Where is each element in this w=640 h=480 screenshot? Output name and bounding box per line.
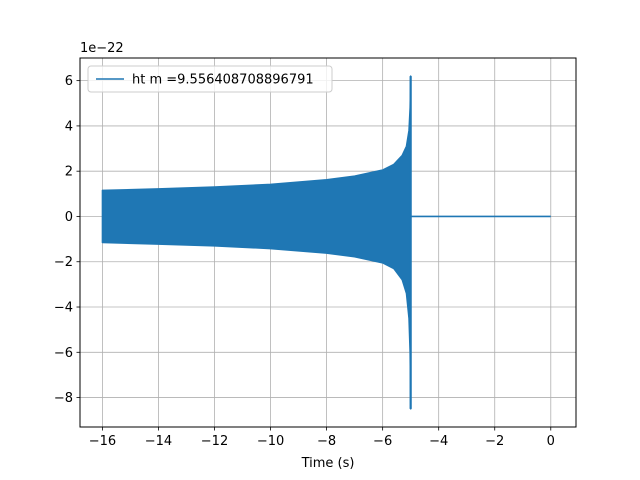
- x-tick-label: 0: [547, 434, 555, 449]
- y-tick-label: 6: [65, 74, 73, 89]
- legend-entry: ht m =9.556408708896791: [132, 73, 314, 88]
- y-tick-label: −2: [54, 255, 73, 270]
- x-tick-label: −12: [201, 434, 228, 449]
- legend: ht m =9.556408708896791: [87, 65, 333, 93]
- x-axis: −16 −14 −12 −10 −8 −6 −4 −2 0: [89, 427, 555, 449]
- x-tick-label: −2: [485, 434, 504, 449]
- x-tick-label: −6: [373, 434, 392, 449]
- plot-frame: [79, 57, 577, 428]
- series-layer: [101, 75, 551, 410]
- y-tick-label: −6: [54, 346, 73, 361]
- y-offset-label: 1e−22: [80, 41, 124, 56]
- y-tick-label: 0: [65, 210, 73, 225]
- x-tick-label: −14: [145, 434, 172, 449]
- x-tick-label: −4: [429, 434, 448, 449]
- x-tick-label: −10: [257, 434, 284, 449]
- series-envelope: [101, 75, 412, 410]
- legend-box: [87, 65, 333, 93]
- x-tick-label: −16: [89, 434, 116, 449]
- x-tick-label: −8: [317, 434, 336, 449]
- y-tick-label: −4: [54, 301, 73, 316]
- y-tick-label: 4: [65, 119, 73, 134]
- x-axis-label: Time (s): [301, 456, 355, 471]
- y-tick-label: −8: [54, 391, 73, 406]
- y-axis: −8 −6 −4 −2 0 2 4 6: [54, 74, 80, 406]
- y-tick-label: 2: [65, 165, 73, 180]
